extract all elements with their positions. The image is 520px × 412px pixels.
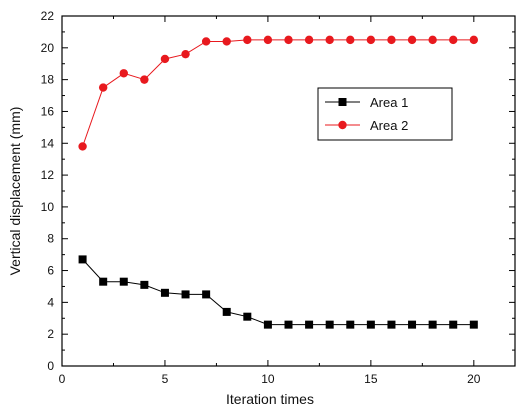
y-tick-label: 14 (41, 136, 55, 150)
y-tick-label: 6 (47, 264, 54, 278)
data-point (366, 35, 376, 45)
data-point (222, 307, 231, 316)
series-1 (78, 255, 478, 329)
x-tick-label: 15 (364, 372, 378, 386)
y-tick-label: 20 (41, 41, 55, 55)
data-point (387, 35, 396, 45)
data-point (387, 320, 396, 329)
data-point (325, 320, 334, 329)
data-point (119, 277, 128, 286)
y-tick-label: 8 (47, 232, 54, 246)
data-point (181, 290, 190, 299)
data-point (469, 35, 479, 45)
data-point (243, 312, 252, 321)
data-point (222, 37, 231, 46)
y-tick-label: 10 (41, 200, 55, 214)
legend-marker (338, 98, 347, 106)
legend: Area 1 Area 2 (317, 87, 453, 141)
data-point (98, 83, 108, 92)
data-point (202, 290, 211, 299)
series-layer (78, 35, 479, 329)
data-point (99, 277, 108, 286)
data-point (140, 75, 149, 84)
data-point (284, 320, 293, 329)
y-tick-label: 16 (41, 104, 55, 118)
data-point (366, 320, 375, 329)
data-point (408, 320, 417, 329)
y-tick-label: 12 (41, 168, 55, 182)
y-tick-label: 18 (41, 73, 55, 87)
y-tick-label: 22 (41, 9, 55, 23)
legend-label: Area 2 (370, 118, 408, 133)
data-point (201, 37, 211, 46)
data-point (469, 320, 478, 329)
x-tick-label: 20 (467, 372, 481, 386)
data-point (449, 320, 458, 329)
data-point (428, 35, 437, 45)
plot-frame (61, 15, 516, 367)
data-point (325, 35, 334, 45)
data-point (243, 35, 252, 45)
data-point (284, 35, 293, 45)
data-point (140, 280, 149, 289)
legend-label: Area 1 (370, 95, 408, 110)
data-point (428, 320, 437, 329)
y-tick-label: 0 (47, 359, 54, 373)
data-point (263, 320, 272, 329)
data-point (78, 255, 87, 264)
legend-marker (338, 120, 347, 130)
data-point (78, 142, 87, 151)
y-axis-title: Vertical displacement (mm) (7, 107, 23, 276)
data-point (160, 288, 169, 297)
data-point (449, 35, 458, 45)
data-point (119, 69, 128, 78)
y-tick-label: 4 (47, 295, 54, 309)
x-tick-label: 10 (261, 372, 275, 386)
data-point (181, 49, 190, 59)
data-point (346, 320, 355, 329)
series-2 (78, 35, 479, 151)
x-tick-label: 0 (59, 372, 66, 386)
data-point (263, 35, 273, 45)
x-tick-label: 5 (162, 372, 169, 386)
legend-box (317, 87, 453, 141)
data-point (305, 320, 314, 329)
data-point (160, 54, 170, 64)
y-tick-label: 2 (47, 327, 54, 341)
data-point (407, 35, 417, 45)
x-axis-title: Iteration times (226, 391, 314, 407)
series-line (82, 259, 474, 326)
axes: 0 5 10 15 20 0 2 4 6 8 10 12 14 16 18 20 22 (41, 9, 516, 386)
data-point (304, 35, 314, 45)
data-point (346, 35, 355, 45)
